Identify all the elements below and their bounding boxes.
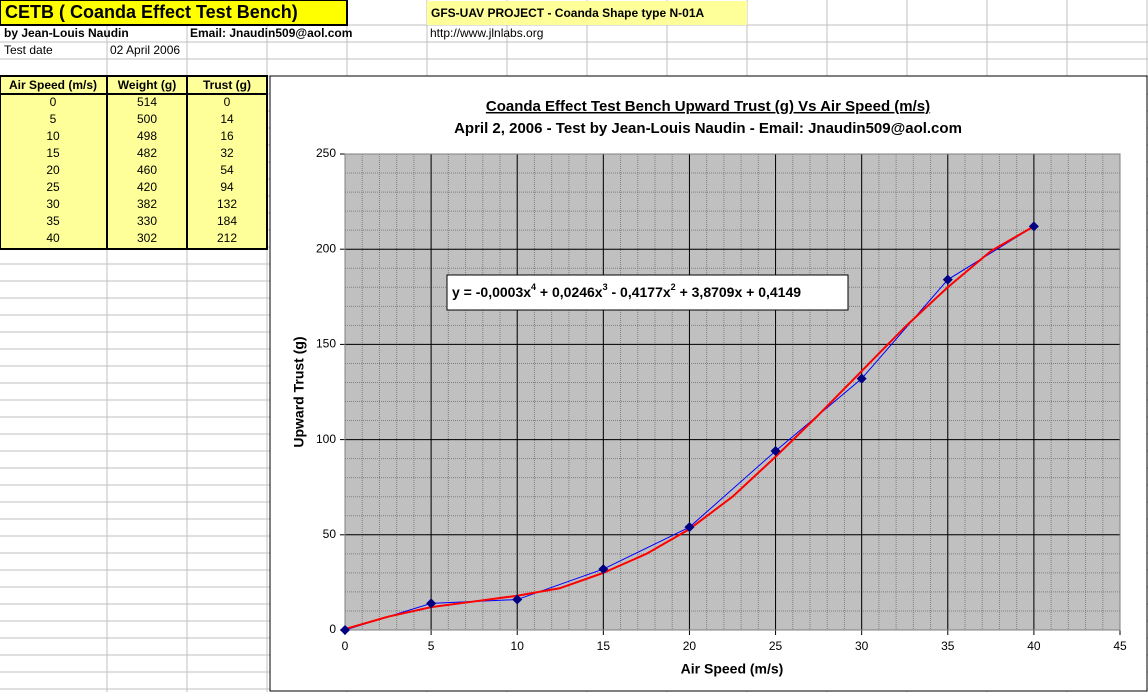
author: by Jean-Louis Naudin [4, 26, 129, 40]
equation-part: + 0,0246x [536, 284, 603, 300]
table-cell: 500 [137, 112, 157, 126]
table-cell: 0 [224, 95, 231, 109]
table-cell: 330 [137, 214, 157, 228]
y-tick-label: 150 [316, 337, 336, 351]
x-tick-label: 5 [428, 639, 435, 653]
table-cell: 15 [46, 146, 60, 160]
table-cell: 420 [137, 180, 157, 194]
table-cell: 20 [46, 163, 60, 177]
table-cell: 212 [217, 231, 237, 245]
x-tick-label: 10 [511, 639, 525, 653]
table-cell: 54 [220, 163, 234, 177]
equation-part: 3 [603, 282, 608, 292]
table-cell: 14 [220, 112, 234, 126]
sheet-title: CETB ( Coanda Effect Test Bench) [5, 2, 298, 22]
table-cell: 184 [217, 214, 237, 228]
x-tick-label: 30 [855, 639, 869, 653]
data-point [942, 274, 953, 285]
equation-part: y = -0,0003x [452, 284, 531, 300]
x-tick-label: 0 [342, 639, 349, 653]
project-cell [427, 1, 747, 25]
table-cell: 5 [50, 112, 57, 126]
table-header: Weight (g) [118, 78, 176, 92]
table-cell: 460 [137, 163, 157, 177]
data-point [684, 522, 695, 533]
equation-part: - 0,4177x [608, 284, 671, 300]
table-cell: 514 [137, 95, 157, 109]
data-point [770, 446, 781, 457]
data-table [0, 75, 268, 250]
table-cell: 35 [46, 214, 60, 228]
data-point [1028, 221, 1039, 232]
x-tick-label: 20 [683, 639, 697, 653]
plot-frame [344, 153, 1121, 631]
table-cell: 382 [137, 197, 157, 211]
table-cell: 10 [46, 129, 60, 143]
table-cell: 40 [46, 231, 60, 245]
data-point [426, 598, 437, 609]
x-tick-label: 15 [597, 639, 611, 653]
x-tick-label: 45 [1113, 639, 1127, 653]
table-cell: 94 [220, 180, 234, 194]
equation-part: + 3,8709x + 0,4149 [676, 284, 802, 300]
x-tick-label: 25 [769, 639, 783, 653]
table-cell: 25 [46, 180, 60, 194]
data-point [598, 564, 609, 575]
table-cell: 32 [220, 146, 234, 160]
table-cell: 16 [220, 129, 234, 143]
table-cell: 132 [217, 197, 237, 211]
x-axis-title: Air Speed (m/s) [681, 661, 784, 677]
equation-box [446, 274, 849, 311]
y-tick-label: 50 [323, 527, 337, 541]
table-cell: 498 [137, 129, 157, 143]
table-cell: 30 [46, 197, 60, 211]
table-cell: 482 [137, 146, 157, 160]
trendline-equation: y = -0,0003x4 + 0,0246x3 - 0,4177x2 + 3,… [452, 282, 801, 299]
plot: 0 5 10 15 20 25 30 35 40 45 0 50 100 150 200 250 [316, 146, 1127, 653]
y-tick-label: 250 [316, 146, 336, 160]
table-cells: Air Speed (m/s) Weight (g) Trust (g)0 514 05… [9, 78, 251, 245]
table-header: Air Speed (m/s) [9, 78, 97, 92]
project: GFS-UAV PROJECT - Coanda Shape type N-01… [431, 6, 704, 20]
chart-title: Coanda Effect Test Bench Upward Trust (g… [486, 98, 930, 115]
table-cell: 0 [50, 95, 57, 109]
equation-part: 4 [531, 282, 536, 292]
date: 02 April 2006 [110, 43, 180, 57]
table-cell: 302 [137, 231, 157, 245]
y-tick-label: 100 [316, 432, 336, 446]
y-tick-label: 200 [316, 241, 336, 255]
y-axis-title: Upward Trust (g) [291, 336, 307, 447]
table-header: Trust (g) [203, 78, 251, 92]
email: Email: Jnaudin509@aol.com [190, 26, 352, 40]
data-point [512, 594, 523, 605]
data-point [340, 625, 350, 635]
x-tick-label: 40 [1027, 639, 1041, 653]
data-point [856, 373, 867, 384]
date-label: Test date [4, 43, 53, 57]
title-cell [0, 0, 348, 26]
equation-part: 2 [671, 282, 676, 292]
plot-bg [345, 154, 1120, 630]
url: http://www.jlnlabs.org [430, 26, 543, 40]
x-tick-label: 35 [941, 639, 955, 653]
y-tick-label: 0 [329, 622, 336, 636]
chart-subtitle: April 2, 2006 - Test by Jean-Louis Naudi… [454, 120, 962, 137]
